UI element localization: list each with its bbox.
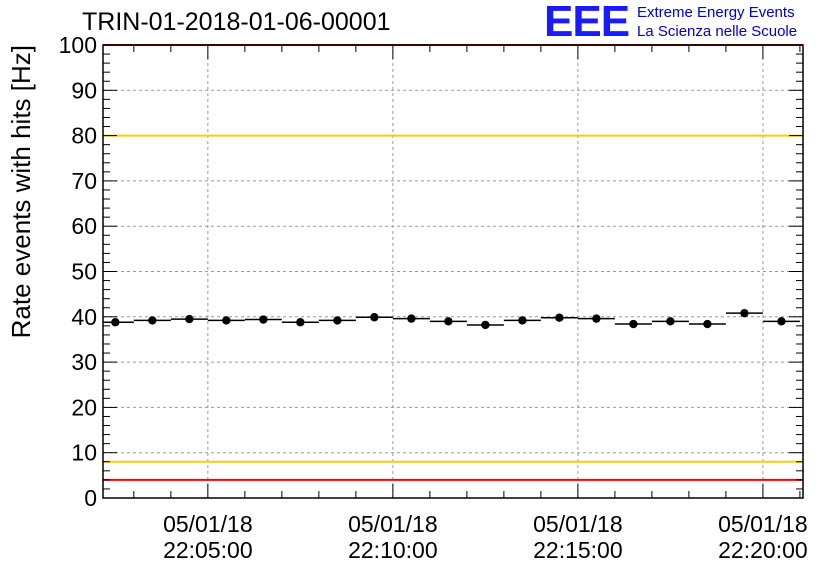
x-tick-label-time: 22:10:00 bbox=[348, 537, 438, 563]
y-tick-label: 90 bbox=[71, 77, 97, 103]
data-point bbox=[777, 317, 786, 326]
x-tick-label-time: 22:05:00 bbox=[163, 537, 253, 563]
logo-tagline-2: La Scienza nelle Scuole bbox=[637, 23, 798, 40]
x-tick-label-time: 22:20:00 bbox=[718, 537, 808, 563]
x-tick-label-time: 22:15:00 bbox=[533, 537, 623, 563]
tick-labels: 010203040506070809010005/01/1822:05:0005… bbox=[59, 32, 808, 563]
x-tick-label-date: 05/01/18 bbox=[163, 511, 253, 537]
y-tick-label: 70 bbox=[71, 168, 97, 194]
data-point bbox=[555, 313, 564, 322]
data-point bbox=[333, 316, 342, 325]
y-tick-label: 0 bbox=[84, 485, 97, 511]
y-tick-label: 30 bbox=[71, 349, 97, 375]
data-point bbox=[703, 319, 712, 329]
data-point bbox=[259, 315, 268, 324]
x-tick-label-date: 05/01/18 bbox=[533, 511, 623, 537]
y-tick-label: 10 bbox=[71, 440, 97, 466]
eee-logo: EEE Extreme Energy Events La Scienza nel… bbox=[544, 0, 834, 46]
data-point bbox=[518, 316, 527, 325]
data-point bbox=[407, 314, 416, 323]
logo-tagline-1: Extreme Energy Events bbox=[637, 4, 795, 21]
data-point bbox=[111, 318, 120, 327]
run-title: TRIN-01-2018-01-06-00001 bbox=[82, 8, 391, 36]
data-point bbox=[296, 318, 305, 327]
eee-logo-mark: EEE bbox=[544, 0, 630, 46]
data-point bbox=[185, 314, 194, 324]
data-point bbox=[666, 317, 675, 326]
y-tick-label: 40 bbox=[71, 304, 97, 330]
data-point bbox=[444, 317, 453, 326]
y-tick-label: 60 bbox=[71, 213, 97, 239]
y-tick-label: 80 bbox=[71, 123, 97, 149]
data-point bbox=[222, 316, 231, 325]
data-point bbox=[370, 313, 379, 322]
data-point bbox=[740, 308, 749, 318]
x-tick-label-date: 05/01/18 bbox=[348, 511, 438, 537]
y-axis-label: Rate events with hits [Hz] bbox=[6, 45, 36, 338]
data-point bbox=[148, 316, 157, 325]
y-tick-label: 50 bbox=[71, 259, 97, 285]
x-tick-label-date: 05/01/18 bbox=[718, 511, 808, 537]
grid-layer bbox=[103, 45, 803, 498]
y-tick-label: 20 bbox=[71, 394, 97, 420]
data-point bbox=[592, 314, 601, 323]
data-point bbox=[481, 320, 490, 330]
axis-ticks bbox=[103, 44, 803, 499]
data-points bbox=[103, 308, 800, 330]
data-point bbox=[629, 319, 638, 329]
y-tick-label: 100 bbox=[59, 32, 97, 58]
